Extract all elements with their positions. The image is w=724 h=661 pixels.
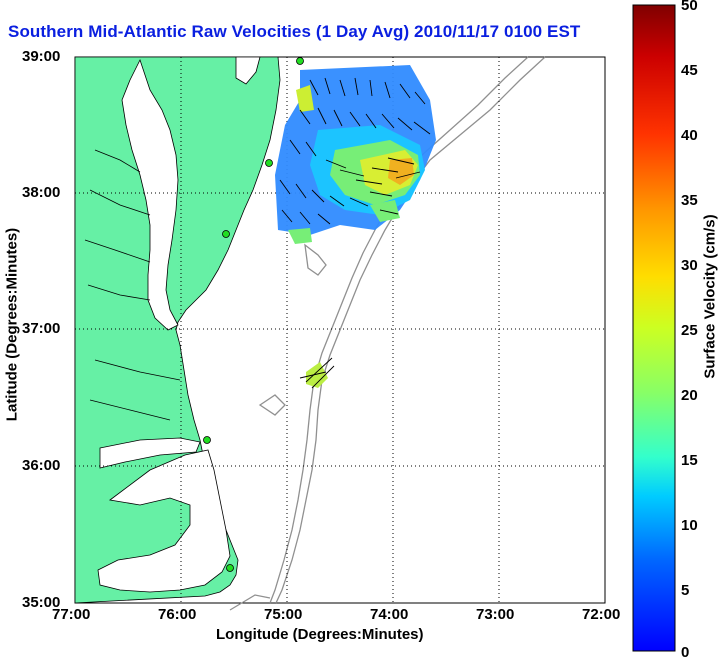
pamlico-sound (97, 449, 231, 593)
colorbar-tick: 35 (681, 192, 698, 209)
y-tick-label: 36:00 (22, 457, 61, 474)
colorbar-tick: 0 (681, 644, 690, 661)
station-marker (226, 564, 234, 572)
map-title: Southern Mid-Atlantic Raw Velocities (1 … (8, 22, 581, 41)
colorbar-tick: 5 (681, 582, 690, 599)
x-tick-label: 77:00 (52, 606, 91, 623)
y-tick-label: 35:00 (22, 594, 61, 611)
radar-stations (203, 57, 304, 572)
colorbar-tick: 10 (681, 517, 698, 534)
colorbar-label: Surface Velocity (cm/s) (701, 214, 719, 379)
velocity-vectors (279, 77, 431, 389)
x-tick-label: 73:00 (476, 606, 515, 623)
x-tick-label: 76:00 (158, 606, 197, 623)
y-tick-label: 39:00 (22, 48, 61, 65)
x-tick-label: 74:00 (370, 606, 409, 623)
colorbar-tick: 50 (681, 0, 698, 14)
rivers (84, 149, 181, 421)
colorbar-tick: 25 (681, 322, 698, 339)
y-tick-label: 37:00 (22, 320, 61, 337)
x-axis-label: Longitude (Degrees:Minutes) (216, 626, 424, 643)
velocity-field (275, 65, 436, 388)
x-tick-label: 72:00 (582, 606, 621, 623)
y-axis-label: Latitude (Degrees:Minutes) (3, 227, 21, 422)
land-mass (74, 56, 281, 604)
y-tick-label: 38:00 (22, 184, 61, 201)
colorbar (632, 4, 676, 652)
delaware-bay (235, 56, 261, 85)
albemarle-sound (99, 437, 201, 469)
x-tick-label: 75:00 (264, 606, 303, 623)
station-marker (265, 159, 273, 167)
colorbar-tick: 20 (681, 387, 698, 404)
station-marker (222, 230, 230, 238)
colorbar-tick: 45 (681, 62, 698, 79)
station-marker (203, 436, 211, 444)
station-marker (296, 57, 304, 65)
colorbar-tick: 40 (681, 127, 698, 144)
chesapeake-bay (121, 58, 179, 331)
colorbar-tick: 30 (681, 257, 698, 274)
grid-lines (75, 57, 605, 603)
colorbar-tick: 15 (681, 452, 698, 469)
bathymetry-contours (229, 56, 546, 611)
